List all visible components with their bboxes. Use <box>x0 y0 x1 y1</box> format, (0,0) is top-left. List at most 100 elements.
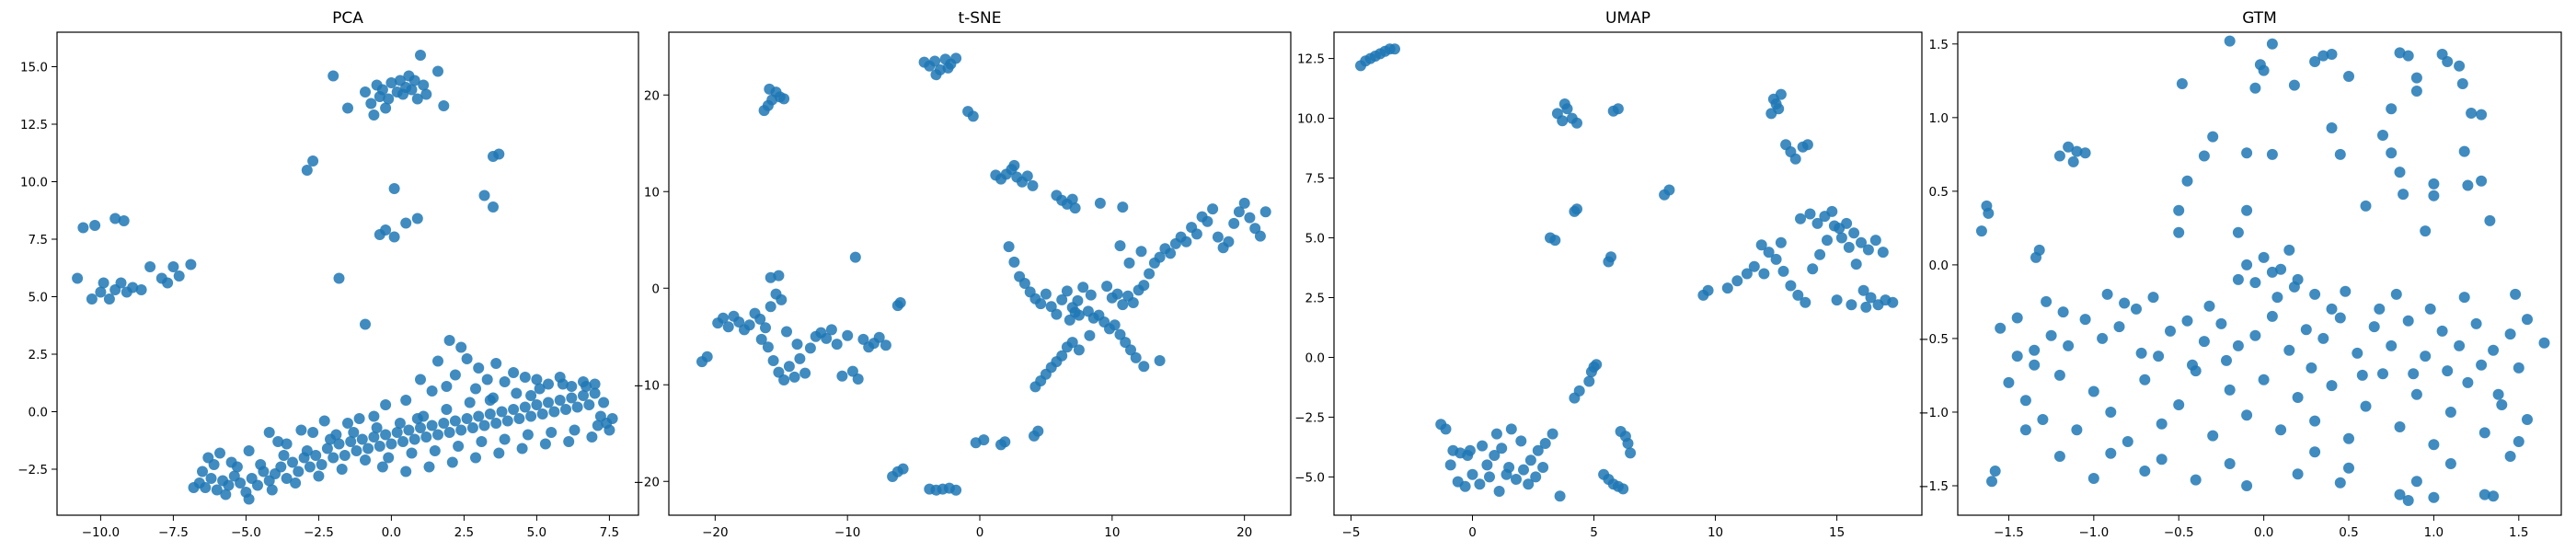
data-point <box>718 312 729 324</box>
data-point <box>426 385 438 397</box>
data-point <box>592 420 604 431</box>
data-point <box>411 213 423 224</box>
data-point <box>2442 365 2454 377</box>
data-point <box>760 322 771 334</box>
data-point <box>432 355 443 367</box>
data-point <box>1846 299 1857 311</box>
data-point <box>225 456 237 468</box>
data-point <box>2087 385 2099 397</box>
data-point <box>339 450 351 461</box>
data-point <box>376 461 388 473</box>
data-point <box>1789 153 1801 165</box>
data-point <box>2207 430 2219 442</box>
data-point <box>2232 226 2244 238</box>
data-point <box>1741 268 1753 280</box>
data-point <box>2360 200 2372 212</box>
data-point <box>391 427 403 438</box>
data-point <box>543 397 554 408</box>
data-point <box>754 313 766 325</box>
y-tick-label: −20 <box>634 475 661 489</box>
data-point <box>1865 292 1877 304</box>
data-point <box>2410 388 2422 400</box>
data-point <box>2003 376 2015 388</box>
data-point <box>481 374 493 385</box>
data-point <box>2428 491 2440 503</box>
data-point <box>1800 296 1811 308</box>
data-point <box>950 484 962 496</box>
data-point <box>2139 374 2151 385</box>
data-point <box>788 371 800 383</box>
data-point <box>1573 385 1585 397</box>
data-point <box>2326 49 2338 60</box>
x-tick-label: −1.5 <box>1994 525 2024 540</box>
data-point <box>1073 309 1085 321</box>
data-point <box>1814 248 1826 260</box>
data-point <box>1748 260 1760 272</box>
data-point <box>781 326 792 338</box>
chart-panel-4: −1.5 −1.0 −0.5 0.0 0.5 1.0 1.5 −1.5 −1.0 −0.5 0.0 0… <box>1918 9 2562 540</box>
data-point <box>287 456 298 468</box>
data-point <box>1571 117 1582 129</box>
data-point <box>333 272 345 284</box>
data-point <box>548 406 560 418</box>
data-point <box>473 362 485 374</box>
data-point <box>2071 424 2083 436</box>
data-point <box>1857 284 1869 296</box>
data-point <box>2266 148 2278 160</box>
data-point <box>2424 303 2436 315</box>
data-point <box>2428 439 2440 451</box>
data-point <box>2334 477 2346 489</box>
data-point <box>2309 446 2321 458</box>
data-point <box>2207 131 2219 143</box>
data-point <box>755 333 767 345</box>
data-point <box>2266 38 2278 50</box>
data-point <box>328 70 339 82</box>
data-point <box>1770 253 1782 265</box>
data-point <box>1877 247 1889 259</box>
data-point <box>2326 380 2338 392</box>
data-point <box>188 482 200 493</box>
data-point <box>2029 344 2041 356</box>
data-point <box>873 331 885 343</box>
data-point <box>1045 301 1057 313</box>
data-point <box>197 466 208 477</box>
data-point <box>2131 303 2142 315</box>
data-point <box>894 297 906 308</box>
data-point <box>77 222 89 234</box>
data-point <box>446 456 458 468</box>
data-point <box>2019 395 2031 407</box>
data-point <box>773 270 785 282</box>
data-point <box>531 374 543 385</box>
data-point <box>411 413 423 424</box>
data-point <box>1154 355 1166 366</box>
data-point <box>536 408 548 420</box>
data-point <box>722 321 734 333</box>
data-point <box>72 272 84 284</box>
data-point <box>1154 251 1166 263</box>
data-point <box>2394 489 2406 500</box>
data-point <box>2456 78 2468 89</box>
data-point <box>368 431 380 443</box>
data-point <box>2135 347 2147 359</box>
data-point <box>2488 490 2500 502</box>
data-point <box>470 452 481 464</box>
y-tick-label: 2.5 <box>1305 291 1325 305</box>
chart-title: GTM <box>2242 9 2277 28</box>
scatter-points <box>1355 43 1899 502</box>
data-point <box>2476 359 2488 371</box>
data-point <box>2386 147 2398 159</box>
data-point <box>598 397 610 408</box>
data-point <box>525 390 537 401</box>
data-point <box>2428 190 2440 201</box>
data-point <box>525 410 537 422</box>
data-point <box>566 392 578 404</box>
data-point <box>2300 324 2312 336</box>
data-point <box>2190 474 2202 486</box>
data-point <box>321 443 333 454</box>
data-point <box>2037 414 2049 425</box>
data-point <box>441 381 453 392</box>
data-point <box>2356 369 2368 381</box>
data-point <box>2030 251 2041 263</box>
data-point <box>1138 361 1150 373</box>
data-point <box>1605 251 1616 263</box>
